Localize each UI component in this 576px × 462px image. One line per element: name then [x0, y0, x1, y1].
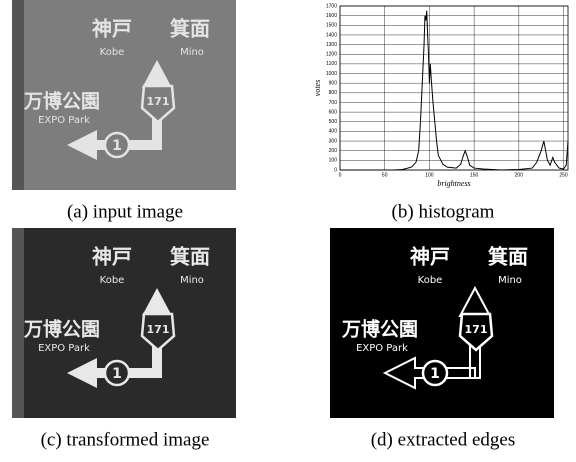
y-tick-label: 1300	[326, 42, 337, 48]
y-axis-label: votes	[313, 80, 322, 96]
sign-text: 箕面	[170, 245, 210, 269]
sign-text: 1	[112, 138, 122, 154]
caption: (a) input image	[67, 201, 183, 222]
sign-text: Mino	[180, 275, 204, 286]
x-tick-label: 250	[559, 172, 568, 178]
y-tick-label: 1100	[326, 61, 337, 67]
sign-text: 万博公園	[341, 318, 418, 341]
y-tick-label: 1500	[326, 23, 337, 29]
sign-text: Kobe	[100, 275, 125, 286]
sign-edge	[12, 0, 24, 190]
caption: (d) extracted edges	[371, 429, 516, 450]
sign-text: EXPO Park	[38, 343, 90, 354]
sign-text: 171	[147, 95, 170, 108]
x-tick-label: 0	[339, 172, 342, 178]
sign-edge	[12, 228, 24, 418]
image: 神戸 箕面 Kobe Mino 万博公園 EXPO Park 171 1	[330, 228, 554, 418]
sign-text: 1	[112, 366, 122, 382]
sign-text: Mino	[180, 47, 204, 58]
x-tick-label: 200	[515, 172, 524, 178]
sign-text: 箕面	[488, 245, 528, 269]
y-tick-label: 600	[329, 109, 338, 115]
plot-area	[340, 6, 568, 170]
sign-text: 171	[147, 323, 170, 336]
figure: (a) input image (b) histogram (c) transf…	[0, 0, 576, 457]
image: 神戸 箕面 Kobe Mino 万博公園 EXPO Park 171 1	[12, 228, 236, 418]
x-tick-label: 100	[425, 172, 434, 178]
y-tick-label: 700	[329, 100, 338, 106]
y-tick-label: 900	[329, 81, 338, 87]
sign-text: 神戸	[410, 245, 450, 269]
y-tick-label: 800	[329, 90, 338, 96]
y-tick-label: 1000	[326, 71, 337, 77]
sign-text: 万博公園	[23, 90, 100, 113]
sign-text: 1	[430, 366, 440, 382]
sign-text: EXPO Park	[356, 343, 408, 354]
image: 神戸 箕面 Kobe Mino 万博公園 EXPO Park 171 1	[12, 0, 236, 190]
x-tick-label: 50	[382, 172, 388, 178]
caption: (c) transformed image	[41, 429, 210, 450]
sign-text: 神戸	[92, 17, 132, 41]
sign-text: Kobe	[418, 275, 443, 286]
histogram: 0100200300400500600700800900100011001200…	[313, 3, 568, 188]
caption: (b) histogram	[392, 201, 495, 222]
y-tick-label: 500	[329, 119, 338, 125]
y-tick-label: 100	[329, 158, 338, 164]
sign-text: EXPO Park	[38, 115, 90, 126]
y-tick-label: 0	[334, 167, 337, 173]
y-tick-label: 1700	[326, 3, 337, 9]
sign-text: Kobe	[100, 47, 125, 58]
y-tick-label: 200	[329, 148, 338, 154]
x-tick-label: 150	[470, 172, 479, 178]
sign-text: Mino	[498, 275, 522, 286]
y-tick-label: 1200	[326, 52, 337, 58]
sign-text: 神戸	[92, 245, 132, 269]
y-tick-label: 1600	[326, 13, 337, 19]
y-tick-label: 300	[329, 138, 338, 144]
sign-text: 箕面	[170, 17, 210, 41]
sign-text: 171	[465, 323, 488, 336]
sign-text: 万博公園	[23, 318, 100, 341]
y-tick-label: 1400	[326, 32, 337, 38]
y-tick-label: 400	[329, 129, 338, 135]
x-axis-label: brightness	[437, 179, 470, 188]
sign-edge	[330, 228, 342, 418]
